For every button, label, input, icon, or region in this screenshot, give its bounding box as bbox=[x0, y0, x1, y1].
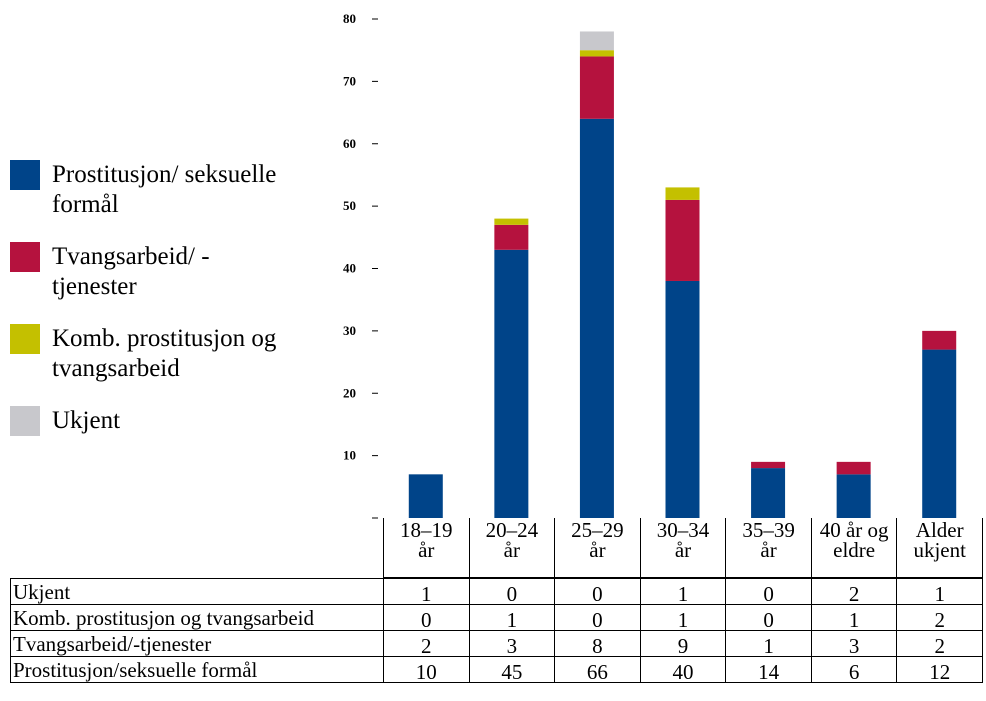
x-tick-line: 25–29 bbox=[571, 518, 624, 542]
table-cell: 2 bbox=[810, 578, 898, 606]
bar-segment bbox=[665, 199, 700, 281]
y-tick-label: 30 bbox=[343, 323, 356, 338]
table-cell: 1 bbox=[383, 578, 470, 606]
legend-item: Prostitusjon/ seksuelle formål bbox=[10, 160, 300, 220]
legend-swatch bbox=[10, 324, 40, 354]
legend-item: Tvangsarbeid/ -tjenester bbox=[10, 242, 300, 302]
x-tick-line: 20–24 bbox=[485, 518, 539, 542]
bar-segment bbox=[665, 187, 700, 200]
y-tick-label: 50 bbox=[343, 198, 356, 213]
table-cell: 1 bbox=[896, 578, 983, 606]
row-label: Ukjent bbox=[10, 578, 384, 605]
x-tick-label: 25–29 år bbox=[554, 518, 641, 578]
x-tick-label: 30–34 år bbox=[639, 518, 727, 578]
table-cell: 12 bbox=[896, 656, 983, 684]
table-cell: 45 bbox=[468, 656, 556, 684]
x-tick-line: eldre bbox=[833, 538, 876, 562]
bar-segment bbox=[665, 280, 700, 518]
table-cell: 66 bbox=[554, 656, 641, 684]
x-tick-label: 18–19 år bbox=[383, 518, 470, 578]
y-tick-label: 70 bbox=[343, 73, 356, 88]
legend-label: Komb. prostitusjon og tvangsarbeid bbox=[52, 325, 277, 382]
table-cell: 0 bbox=[725, 604, 812, 632]
legend-label: Prostitusjon/ seksuelle formål bbox=[52, 161, 277, 218]
bar-segment bbox=[579, 56, 614, 119]
table-cell: 0 bbox=[725, 578, 812, 606]
y-tick-label: 60 bbox=[343, 136, 356, 151]
legend-label: Ukjent bbox=[52, 407, 121, 434]
y-tick-label: 80 bbox=[343, 11, 356, 26]
legend-swatch bbox=[10, 160, 40, 190]
row-label: Komb. prostitusjon og tvangsarbeid bbox=[10, 604, 384, 631]
bar-segment bbox=[579, 118, 614, 519]
x-tick-label: 20–24 år bbox=[468, 518, 556, 578]
x-tick-line: år bbox=[760, 538, 777, 562]
table-cell: 0 bbox=[554, 578, 641, 606]
bar-segment bbox=[751, 468, 786, 518]
table-cell: 1 bbox=[725, 630, 812, 658]
table-cell: 40 bbox=[639, 656, 727, 684]
x-tick-line: ukjent bbox=[913, 538, 966, 562]
table-cell: 9 bbox=[639, 630, 727, 658]
x-tick-line: år bbox=[503, 538, 520, 562]
x-tick-label: 35–39 år bbox=[725, 518, 812, 578]
y-tick-label: 20 bbox=[343, 385, 356, 400]
table-cell: 6 bbox=[810, 656, 898, 684]
legend-item: Komb. prostitusjon og tvangsarbeid bbox=[10, 324, 300, 384]
x-tick-line: år bbox=[589, 538, 606, 562]
row-label: Prostitusjon/seksuelle formål bbox=[10, 656, 384, 683]
bar-segment bbox=[494, 249, 529, 518]
bar-segment bbox=[922, 330, 957, 350]
x-tick-line: Alder bbox=[915, 518, 964, 542]
table-cell: 0 bbox=[468, 578, 556, 606]
x-tick-line: 40 år og bbox=[819, 518, 889, 542]
table-cell: 1 bbox=[468, 604, 556, 632]
bar-segment bbox=[408, 474, 443, 518]
table-cell: 3 bbox=[468, 630, 556, 658]
table-cell: 3 bbox=[810, 630, 898, 658]
table-cell: 2 bbox=[896, 604, 983, 632]
bar-segment bbox=[836, 461, 871, 475]
legend-swatch bbox=[10, 406, 40, 436]
bar-segment bbox=[836, 474, 871, 518]
table-cell: 1 bbox=[810, 604, 898, 632]
legend: Prostitusjon/ seksuelle formål Tvangsarbe… bbox=[10, 160, 300, 458]
table-cell: 2 bbox=[383, 630, 470, 658]
legend-swatch bbox=[10, 242, 40, 272]
table-cell: 0 bbox=[383, 604, 470, 632]
table-cell: 1 bbox=[639, 604, 727, 632]
x-tick-line: 35–39 bbox=[742, 518, 795, 542]
bar-segment bbox=[922, 349, 957, 518]
x-tick-label: 40 år og eldre bbox=[810, 518, 898, 578]
legend-item: Ukjent bbox=[10, 406, 300, 436]
legend-label: Tvangsarbeid/ -tjenester bbox=[52, 243, 210, 300]
x-tick-line: 18–19 bbox=[400, 518, 453, 542]
x-tick-line: år bbox=[674, 538, 692, 562]
x-tick-label: Alder ukjent bbox=[896, 518, 983, 578]
table-cell: 14 bbox=[725, 656, 812, 684]
y-tick-label: 40 bbox=[343, 261, 356, 276]
table-cell: 8 bbox=[554, 630, 641, 658]
bar-segment bbox=[494, 218, 529, 225]
table-cell: 10 bbox=[383, 656, 470, 684]
bar-segment bbox=[494, 224, 529, 250]
x-tick-line: 30–34 bbox=[656, 518, 710, 542]
bar-segment bbox=[751, 461, 786, 469]
table-cell: 1 bbox=[639, 578, 727, 606]
bar-segment bbox=[579, 31, 614, 51]
table-cell: 2 bbox=[896, 630, 983, 658]
row-label: Tvangsarbeid/-tjenester bbox=[10, 630, 384, 657]
table-cell: 0 bbox=[554, 604, 641, 632]
x-tick-line: år bbox=[418, 538, 435, 562]
y-tick-label: 10 bbox=[343, 448, 356, 463]
bar-segment bbox=[579, 50, 614, 57]
